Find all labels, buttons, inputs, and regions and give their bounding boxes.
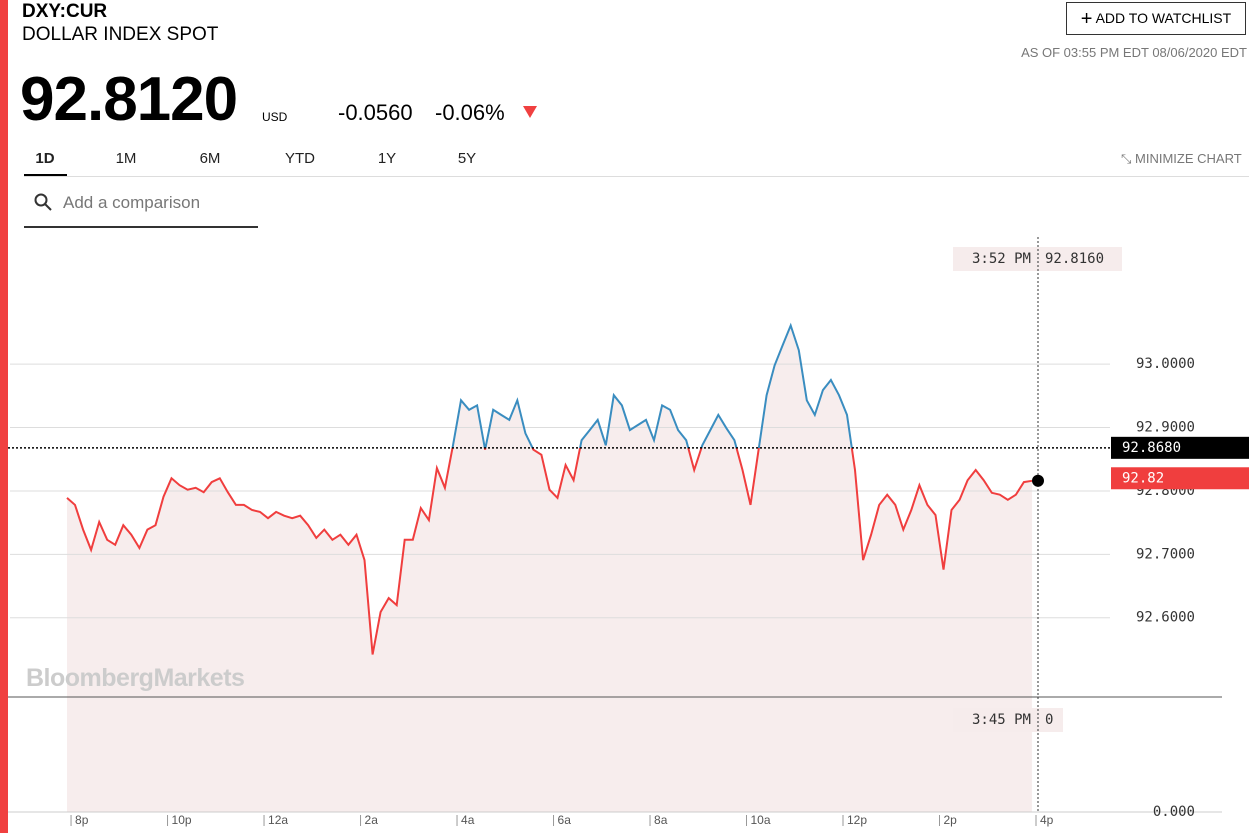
last-price-label: 92.82	[1122, 470, 1164, 486]
x-tick-label: 4a	[461, 813, 475, 827]
x-tick-label: 12p	[847, 813, 867, 827]
change-percent: -0.06%	[435, 100, 505, 125]
x-tick-label: 10p	[172, 813, 192, 827]
ticker: DXY:CUR	[22, 1, 108, 22]
volume-tooltip-value: 0	[1045, 712, 1053, 728]
crosshair-dot	[1032, 474, 1044, 487]
tab[interactable]: 1D	[35, 150, 55, 167]
previous-close-label: 92.8680	[1122, 440, 1181, 456]
volume-tooltip-box	[953, 708, 1063, 732]
minimize-label: MINIMIZE CHART	[1135, 151, 1242, 166]
tab[interactable]: 6M	[199, 150, 221, 167]
search-icon	[34, 193, 52, 211]
previous-close-box	[1111, 436, 1249, 459]
tooltip-value: 92.8160	[1045, 251, 1104, 267]
price-line	[66, 322, 1033, 655]
last-price-box	[1111, 467, 1249, 490]
tab[interactable]: 1M	[115, 150, 137, 167]
x-tick-label: 2p	[944, 813, 958, 827]
x-tick-label: 4p	[1040, 813, 1054, 827]
watermark: BloombergMarkets	[26, 664, 245, 692]
x-tick-label: 8p	[75, 813, 89, 827]
watchlist-button[interactable]: + ADD TO WATCHLIST	[1066, 2, 1246, 35]
minimize-button[interactable]: ⤡ MINIMIZE CHART	[1121, 151, 1242, 166]
tab[interactable]: YTD	[285, 150, 315, 167]
currency: USD	[262, 110, 288, 124]
search-underline	[24, 226, 258, 228]
down-arrow	[523, 106, 537, 118]
tab[interactable]: 1Y	[377, 150, 397, 167]
tab[interactable]: 5Y	[457, 150, 477, 167]
x-tick-label: 10a	[751, 813, 771, 827]
tooltip-time: 3:52 PM	[972, 251, 1031, 267]
x-tick-label: 2a	[365, 813, 379, 827]
x-tick-label: 6a	[558, 813, 572, 827]
instrument-name: DOLLAR INDEX SPOT	[22, 24, 219, 45]
tab-underline	[24, 174, 67, 177]
y-tick-label: 92.6000	[1136, 610, 1195, 626]
price: 92.8120	[20, 65, 238, 134]
x-tick-label: 8a	[654, 813, 668, 827]
y-tick-label: 92.7000	[1136, 546, 1195, 562]
volume-tooltip-time: 3:45 PM	[972, 712, 1031, 728]
area	[67, 325, 1032, 812]
change: -0.0560	[338, 100, 413, 125]
watchlist-label: ADD TO WATCHLIST	[1095, 10, 1232, 26]
search-input[interactable]: Add a comparison	[63, 193, 201, 212]
accent-bar	[0, 0, 8, 833]
as-of: AS OF 03:55 PM EDT 08/06/2020 EDT	[1021, 45, 1247, 60]
y-tick-label: 93.0000	[1136, 356, 1195, 372]
x-tick-label: 12a	[268, 813, 288, 827]
y-tick-label: 92.9000	[1136, 420, 1195, 436]
divider	[24, 176, 1249, 177]
volume-tick-label: 0.000	[1153, 804, 1195, 820]
